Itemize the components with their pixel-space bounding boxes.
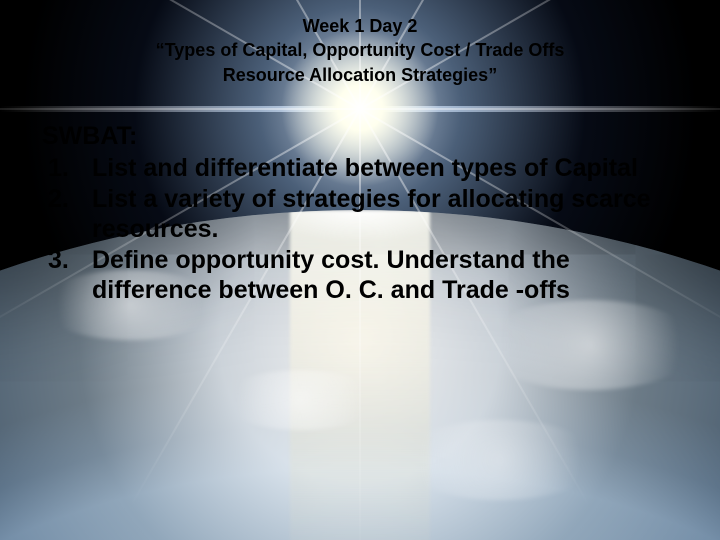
objective-item: List and differentiate between types of … xyxy=(48,153,672,184)
title-line-1: Week 1 Day 2 xyxy=(48,14,672,38)
swbat-heading: SWBAT: xyxy=(42,121,672,152)
title-line-2: “Types of Capital, Opportunity Cost / Tr… xyxy=(48,38,672,62)
objective-item: Define opportunity cost. Understand the … xyxy=(48,245,672,306)
objective-item: List a variety of strategies for allocat… xyxy=(48,184,672,245)
objectives-list: List and differentiate between types of … xyxy=(48,153,672,306)
slide-body: SWBAT: List and differentiate between ty… xyxy=(48,121,672,306)
slide-title: Week 1 Day 2 “Types of Capital, Opportun… xyxy=(48,14,672,87)
slide-content: Week 1 Day 2 “Types of Capital, Opportun… xyxy=(0,0,720,540)
title-line-3: Resource Allocation Strategies” xyxy=(48,63,672,87)
